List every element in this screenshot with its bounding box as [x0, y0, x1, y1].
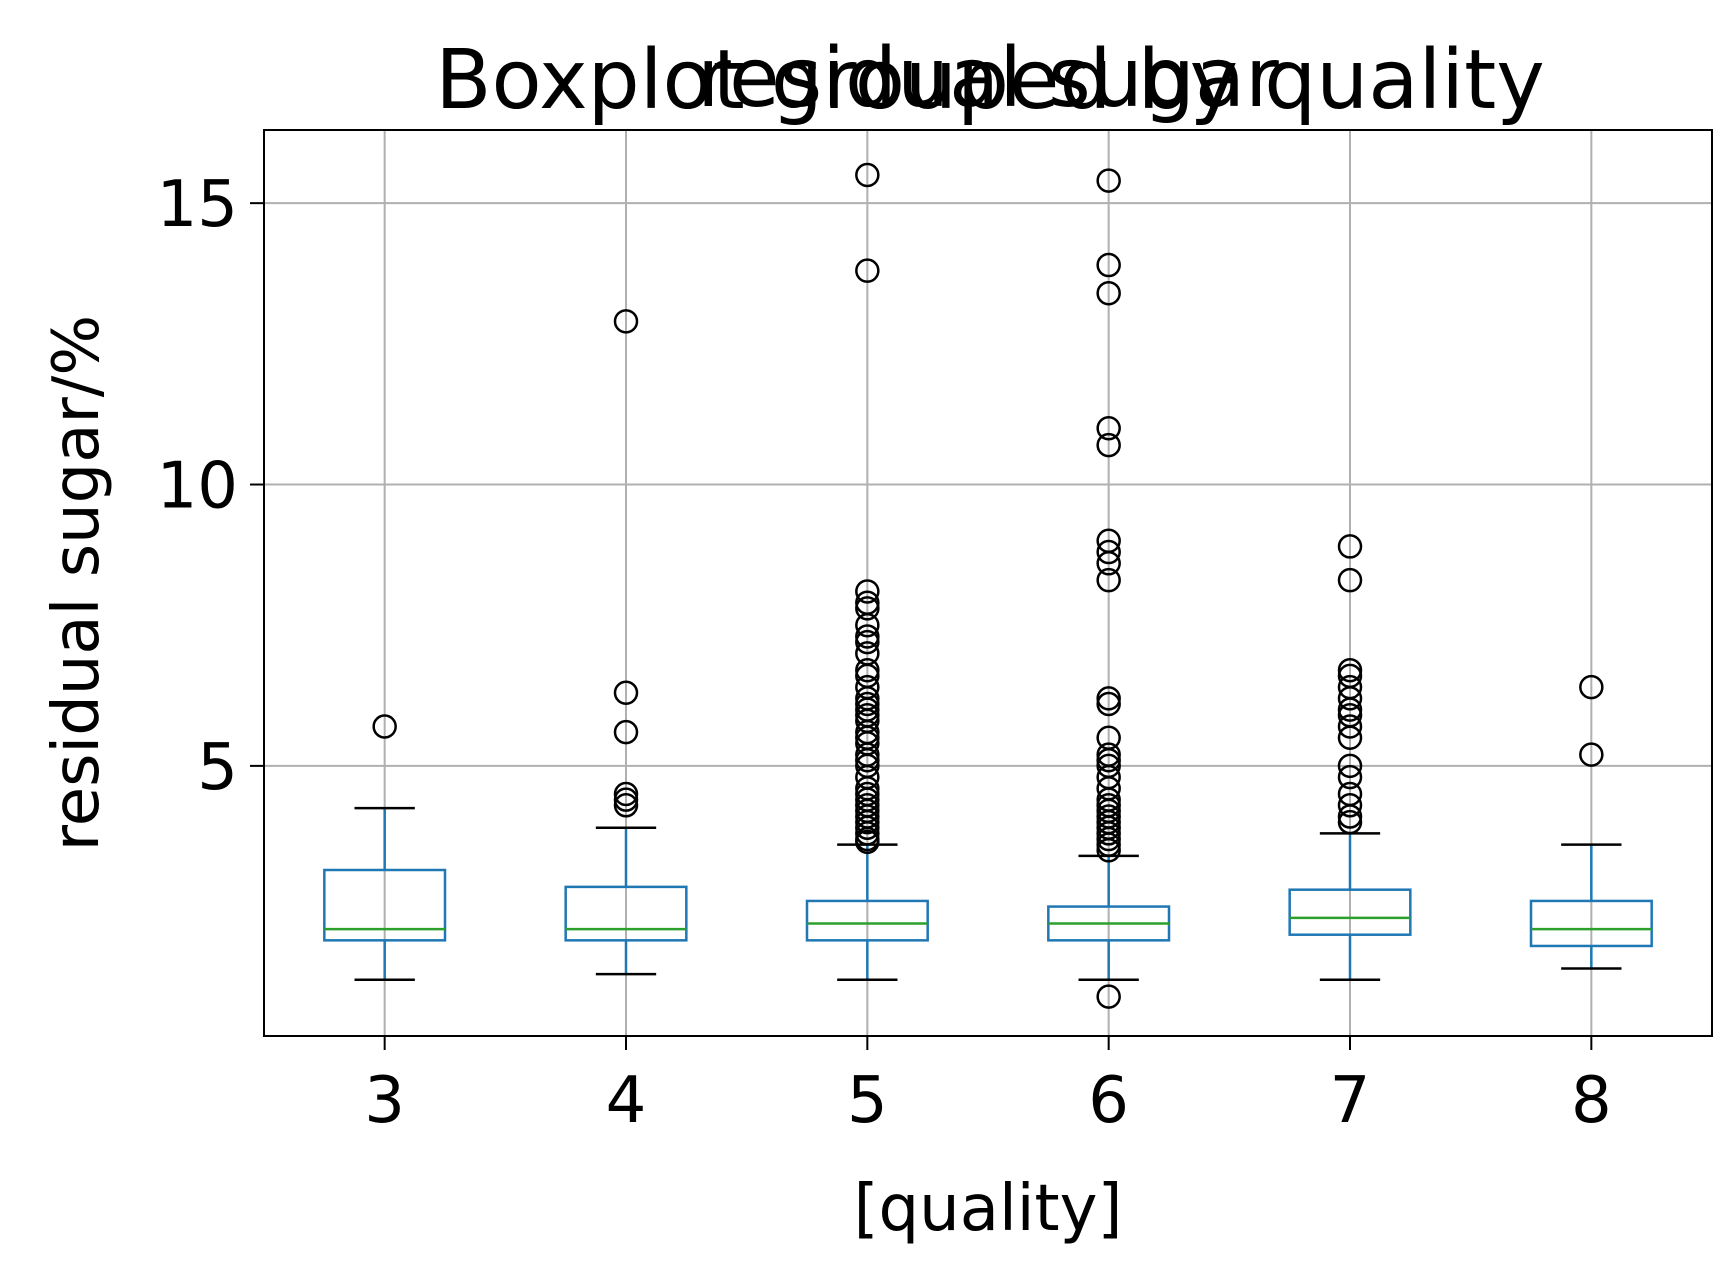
outlier-point [1096, 539, 1121, 565]
outlier-point [613, 787, 639, 812]
outlier-point [613, 680, 639, 705]
outlier-point [613, 719, 639, 745]
box-group [564, 309, 688, 976]
outlier-point [855, 162, 880, 188]
outlier-point [1096, 691, 1121, 717]
outlier-point [1096, 793, 1121, 818]
outlier-point [855, 596, 880, 621]
outlier-point [1096, 984, 1121, 1009]
outlier-point [613, 781, 639, 807]
box-group [1047, 168, 1171, 1009]
box-group [1529, 674, 1653, 970]
outlier-point [1096, 725, 1121, 751]
outlier-point [855, 641, 880, 666]
x-tick-label: 6 [1088, 1064, 1129, 1138]
x-tick-label: 4 [606, 1064, 647, 1138]
box-iqr [805, 899, 929, 942]
box-iqr [1288, 888, 1412, 936]
outlier-point [855, 702, 880, 728]
outlier-point [855, 674, 880, 700]
y-tick-label: 5 [197, 731, 238, 805]
outlier-point [1337, 674, 1363, 700]
box-iqr [1529, 899, 1653, 948]
box-group [323, 714, 447, 981]
outlier-point [1337, 663, 1363, 689]
box-iqr [323, 868, 447, 942]
outlier-point [1337, 702, 1363, 728]
outlier-point [613, 309, 639, 334]
x-tick-label: 7 [1330, 1064, 1371, 1138]
x-tick-label: 8 [1571, 1064, 1612, 1138]
outlier-point [1337, 567, 1363, 593]
y-tick-label: 10 [157, 450, 238, 524]
outlier-point [1579, 742, 1604, 767]
tick-layer: 5 10 15 3 4 5 6 7 8 [157, 168, 1612, 1138]
outlier-point [1096, 280, 1121, 306]
outlier-point [855, 793, 880, 818]
outlier-point [1096, 252, 1121, 278]
chart-title: residual sugar [697, 31, 1279, 126]
outlier-point [855, 657, 880, 683]
outlier-point [372, 714, 397, 739]
outlier-point [855, 624, 880, 649]
outlier-point [1096, 804, 1121, 829]
outlier-point [1337, 534, 1363, 559]
outlier-point [855, 781, 880, 807]
outlier-point [1096, 686, 1121, 711]
outlier-point [1579, 674, 1604, 700]
x-axis-label: [quality] [854, 1172, 1123, 1246]
outlier-point [1096, 753, 1121, 779]
outlier-point [855, 258, 880, 283]
outlier-point [855, 590, 880, 615]
outlier-point [613, 793, 639, 818]
outlier-point [1096, 415, 1121, 441]
outlier-point [855, 579, 880, 604]
axes-frame [263, 129, 1713, 1037]
box-group [805, 162, 929, 981]
outlier-point [1337, 809, 1363, 835]
box-layer [323, 162, 1653, 1009]
outlier-point [1096, 528, 1121, 554]
grid-layer [264, 130, 1712, 1036]
outlier-point [1096, 432, 1121, 458]
box-iqr [564, 885, 688, 942]
x-tick-label: 3 [364, 1064, 405, 1138]
outlier-point [1337, 793, 1363, 818]
box-group [1288, 534, 1412, 981]
chart-suptitle: Boxplot grouped by quality [435, 33, 1545, 128]
outlier-point [855, 691, 880, 717]
outlier-point [1096, 567, 1121, 593]
y-axis-label: residual sugar/% [40, 315, 114, 851]
outlier-point [1337, 781, 1363, 807]
y-tick-label: 15 [157, 168, 238, 242]
outlier-point [1096, 742, 1121, 767]
outlier-point [855, 629, 880, 655]
x-tick-label: 5 [847, 1064, 888, 1138]
outlier-point [1337, 657, 1363, 683]
outlier-point [1337, 714, 1363, 739]
outlier-point [1337, 753, 1363, 779]
outlier-point [1337, 764, 1363, 790]
outlier-point [1096, 168, 1121, 193]
